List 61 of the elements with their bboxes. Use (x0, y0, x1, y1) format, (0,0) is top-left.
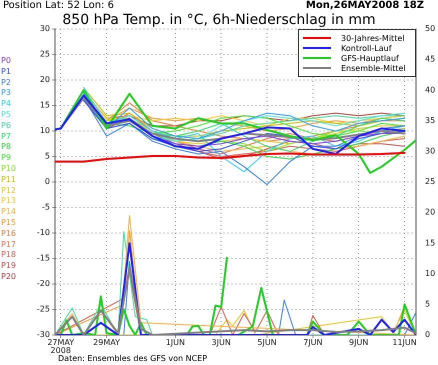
text: P9 (1, 153, 12, 164)
x-tick-label: 27MAY 2008 (47, 338, 74, 356)
y2-tick-label: 15 (425, 238, 436, 248)
y-tick-label: -30 (36, 330, 50, 340)
text: P18 (1, 250, 16, 262)
text: P17 (1, 240, 16, 250)
x-tick-label: 1JUN (166, 338, 185, 348)
y2-tick-label: 30 (425, 146, 436, 156)
legend-label: 30-Jahres-Mittel (341, 34, 404, 42)
y2-tick-label: 50 (425, 24, 436, 34)
y2-tick-label: 5 (425, 299, 430, 308)
text: P10 (1, 164, 16, 175)
text: Mon,26MAY2008 18Z (306, 0, 424, 11)
y-tick-label: 5 (44, 152, 50, 161)
y2-tick-label: 35 (425, 116, 436, 125)
y2-tick-label: 40 (425, 85, 436, 94)
text: P2 (1, 78, 12, 88)
y-tick-label: -15 (36, 254, 50, 263)
y-tick-label: -20 (36, 279, 50, 288)
text: P14 (1, 207, 16, 218)
y2-tick-label: 20 (425, 208, 436, 217)
x-tick-label: 11JUN (392, 338, 417, 348)
y2-tick-label: 0 (425, 330, 430, 340)
y-tick-label: 20 (40, 75, 50, 84)
text: P15 (1, 218, 16, 229)
text: P8 (1, 142, 12, 154)
y-tick-label: 25 (40, 50, 50, 59)
y2-tick-label: 10 (425, 268, 436, 278)
text: P1 (1, 66, 12, 78)
x-tick-label: 5JUN (257, 338, 277, 348)
y-tick-label: 30 (40, 24, 50, 34)
text: P16 (1, 228, 16, 240)
text: P6 (1, 120, 12, 132)
x-tick-label: 7JUN (303, 338, 323, 348)
text: P5 (1, 110, 12, 121)
legend-label: Kontroll-Lauf (341, 44, 392, 52)
text: P7 (1, 132, 12, 142)
y-tick-label: -25 (36, 304, 50, 314)
y-tick-label: 10 (40, 126, 50, 136)
y2-tick-label: 25 (425, 177, 436, 186)
text: P19 (1, 261, 16, 272)
y-tick-label: -5 (42, 202, 50, 212)
text: P0 (1, 56, 12, 67)
y-tick-label: -10 (36, 228, 50, 238)
text: Daten: Ensembles des GFS von NCEP (58, 354, 208, 363)
text: P11 (1, 174, 16, 186)
chart-title: 850 hPa Temp. in °C, 6h-Niederschlag in mm (62, 12, 376, 28)
x-tick-label: 9JUN (349, 338, 368, 348)
text: P13 (1, 196, 16, 208)
text: P4 (1, 99, 12, 110)
x-tick-label: 3JUN (212, 338, 231, 348)
y2-tick-label: 45 (425, 54, 436, 64)
legend-label: GFS-Hauptlauf (341, 54, 399, 62)
text: P12 (1, 186, 16, 196)
x-tick-label: 29MAY (93, 338, 120, 348)
text: P20 (1, 272, 16, 283)
text: Position Lat: 52 Lon: 6 (3, 0, 114, 11)
text: P3 (1, 88, 12, 100)
y-tick-label: 0 (44, 177, 50, 186)
legend-label: Ensemble-Mittel (341, 64, 406, 72)
y-tick-label: 15 (40, 100, 50, 110)
